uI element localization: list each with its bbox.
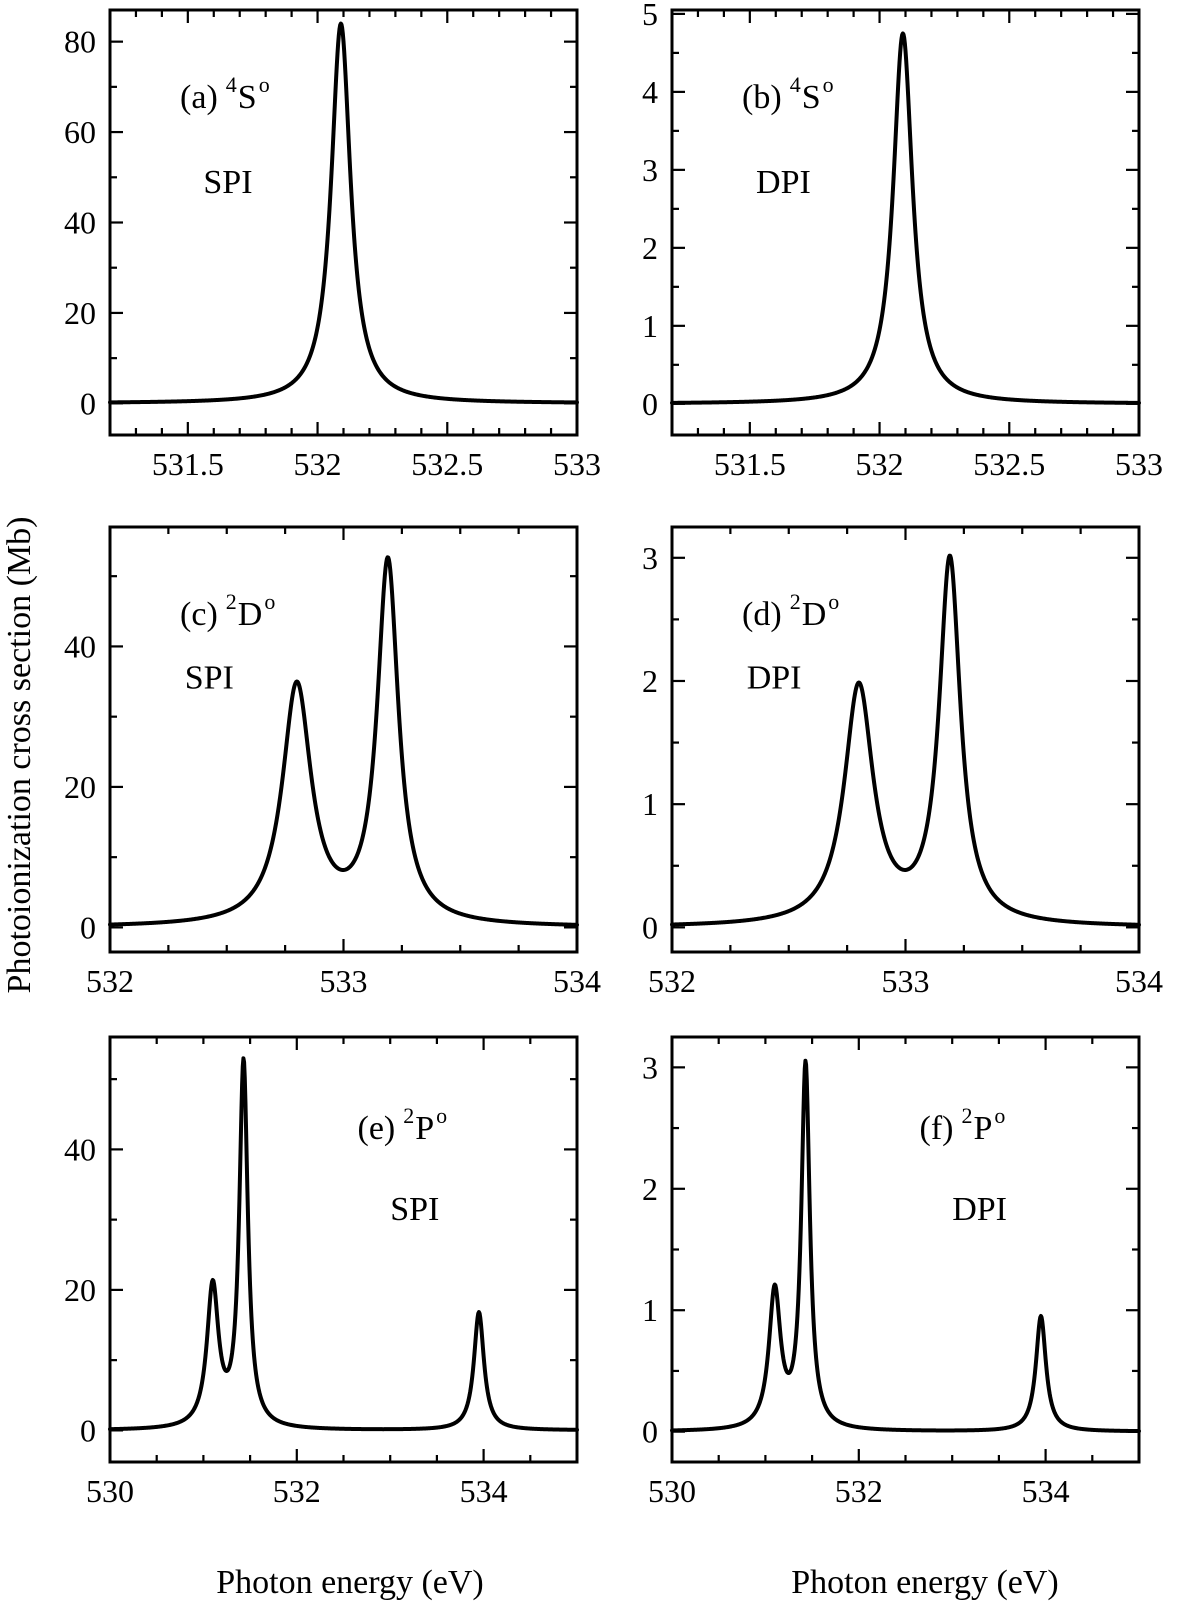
- y-tick-label: 1: [642, 308, 658, 344]
- x-tick-label: 533: [1115, 446, 1163, 482]
- y-tick-label: 40: [64, 205, 96, 241]
- y-tick-label: 2: [642, 1171, 658, 1207]
- cross-section-curve: [670, 553, 1141, 927]
- y-tick-label: 4: [642, 74, 658, 110]
- y-tick-label: 1: [642, 786, 658, 822]
- y-tick-label: 0: [80, 385, 96, 421]
- term-symbol: P: [973, 1110, 992, 1147]
- process-label: DPI: [756, 164, 811, 201]
- x-axis-title-left: Photon energy (eV): [216, 1564, 484, 1601]
- term-symbol: D: [802, 596, 827, 633]
- term-symbol: D: [238, 596, 263, 633]
- cross-section-curve: [108, 1056, 579, 1432]
- panel-letter: (d): [742, 596, 782, 633]
- x-tick-label: 532.5: [411, 446, 483, 482]
- y-tick-label: 60: [64, 114, 96, 150]
- term-multiplicity: 2: [403, 1103, 414, 1128]
- cross-section-curve: [108, 21, 579, 405]
- y-tick-label: 20: [64, 1272, 96, 1308]
- x-tick-label: 532: [648, 963, 696, 999]
- x-tick-label: 531.5: [714, 446, 786, 482]
- x-tick-label: 532: [294, 446, 342, 482]
- term-multiplicity: 2: [790, 589, 801, 614]
- y-tick-label: 0: [642, 386, 658, 422]
- process-label: DPI: [747, 660, 802, 697]
- y-tick-label: 2: [642, 230, 658, 266]
- y-tick-label: 80: [64, 24, 96, 60]
- x-tick-label: 534: [1022, 1473, 1070, 1509]
- y-tick-label: 20: [64, 769, 96, 805]
- panel-letter: (f): [920, 1110, 954, 1147]
- x-tick-label: 533: [320, 963, 368, 999]
- x-tick-label: 533: [882, 963, 930, 999]
- term-multiplicity: 2: [961, 1103, 972, 1128]
- x-tick-label: 530: [648, 1473, 696, 1509]
- y-tick-label: 0: [80, 909, 96, 945]
- term-symbol: S: [238, 79, 257, 116]
- process-label: DPI: [952, 1191, 1007, 1228]
- x-tick-label: 530: [86, 1473, 134, 1509]
- y-tick-label: 3: [642, 540, 658, 576]
- plot-frame: [108, 1035, 579, 1464]
- x-tick-label: 534: [460, 1473, 508, 1509]
- term-parity: o: [994, 1103, 1005, 1128]
- y-tick-label: 3: [642, 1049, 658, 1085]
- y-tick-label: 1: [642, 1292, 658, 1328]
- x-tick-label: 532: [856, 446, 904, 482]
- term-parity: o: [436, 1103, 447, 1128]
- cross-section-curve: [670, 1058, 1141, 1434]
- panel-letter: (a): [180, 79, 218, 116]
- y-tick-label: 0: [80, 1412, 96, 1448]
- process-label: SPI: [185, 660, 234, 697]
- panel-letter: (c): [180, 596, 218, 633]
- plot-frame: [670, 1035, 1141, 1464]
- y-tick-label: 40: [64, 628, 96, 664]
- process-label: SPI: [390, 1191, 439, 1228]
- x-tick-label: 532: [273, 1473, 321, 1509]
- term-symbol: S: [802, 79, 821, 116]
- panel-letter: (b): [742, 79, 782, 116]
- panel-letter: (e): [358, 1110, 396, 1147]
- x-axis-title-right: Photon energy (eV): [791, 1564, 1059, 1601]
- y-axis-title: Photoionization cross section (Mb): [1, 517, 38, 994]
- term-symbol: P: [415, 1110, 434, 1147]
- term-parity: o: [823, 72, 834, 97]
- y-tick-label: 0: [642, 909, 658, 945]
- cross-section-curve: [670, 31, 1141, 405]
- term-multiplicity: 2: [226, 589, 237, 614]
- x-tick-label: 531.5: [152, 446, 224, 482]
- y-tick-label: 2: [642, 663, 658, 699]
- x-tick-label: 534: [1115, 963, 1163, 999]
- term-parity: o: [259, 72, 270, 97]
- x-tick-label: 534: [553, 963, 601, 999]
- plot-frame: [670, 525, 1141, 954]
- y-tick-label: 3: [642, 152, 658, 188]
- y-tick-label: 0: [642, 1414, 658, 1450]
- cross-section-curve: [108, 555, 579, 927]
- y-tick-label: 5: [642, 0, 658, 32]
- term-multiplicity: 4: [226, 72, 237, 97]
- process-label: SPI: [203, 164, 252, 201]
- x-tick-label: 532: [86, 963, 134, 999]
- term-parity: o: [264, 589, 275, 614]
- term-parity: o: [828, 589, 839, 614]
- y-tick-label: 20: [64, 295, 96, 331]
- x-tick-label: 532.5: [973, 446, 1045, 482]
- x-tick-label: 533: [553, 446, 601, 482]
- plot-frame: [108, 525, 579, 954]
- y-tick-label: 40: [64, 1131, 96, 1167]
- term-multiplicity: 4: [790, 72, 801, 97]
- x-tick-label: 532: [835, 1473, 883, 1509]
